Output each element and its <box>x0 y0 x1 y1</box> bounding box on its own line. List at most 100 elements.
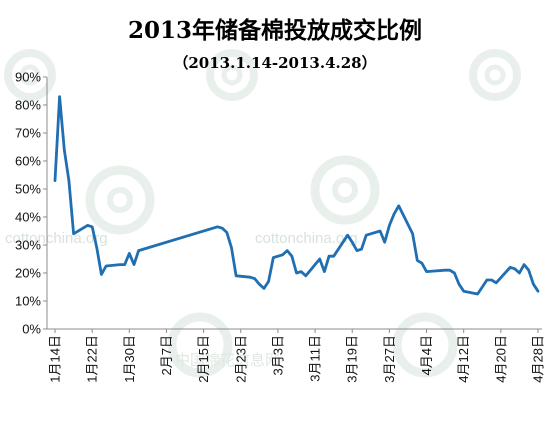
y-tick-label: 10% <box>15 294 41 309</box>
data-point <box>462 290 465 293</box>
data-point <box>263 287 265 290</box>
x-tick-label: 3月11日 <box>308 335 323 382</box>
data-point <box>68 179 70 182</box>
data-point <box>91 225 94 228</box>
data-point <box>295 272 298 274</box>
data-point <box>133 263 135 266</box>
data-point <box>249 276 252 279</box>
y-tick-label: 90% <box>15 70 41 85</box>
y-tick-label: 30% <box>15 238 41 253</box>
data-point <box>523 263 525 266</box>
chart-title: 2013年储备棉投放成交比例 <box>128 17 422 44</box>
data-point <box>365 234 368 237</box>
data-point <box>58 95 61 98</box>
data-point <box>486 279 488 281</box>
data-point <box>356 249 358 252</box>
data-point <box>444 269 446 272</box>
y-tick-label: 80% <box>15 98 41 113</box>
data-point <box>411 232 414 235</box>
data-point <box>383 241 386 244</box>
data-point <box>513 267 516 270</box>
watermark: cottonchina.org cottonchina.org 中国棉花信息网 <box>4 49 521 378</box>
y-tick-label: 50% <box>15 182 41 197</box>
data-point <box>453 272 456 274</box>
x-tick-label: 2月23日 <box>233 335 248 383</box>
data-point <box>397 204 400 207</box>
data-point <box>63 148 66 151</box>
data-point <box>123 263 126 266</box>
data-point <box>105 265 107 267</box>
data-point <box>458 283 460 286</box>
x-tick-label: 4月4日 <box>419 335 434 375</box>
data-point <box>328 255 330 258</box>
x-tick-label: 3月19日 <box>345 335 360 383</box>
data-point <box>119 263 121 266</box>
x-tick-label: 3月27日 <box>382 335 397 383</box>
data-point <box>95 246 98 249</box>
chart-subtitle: （2013.1.14-2013.4.28） <box>173 54 376 72</box>
data-point <box>272 256 275 259</box>
data-point <box>291 255 293 258</box>
data-point <box>286 249 289 252</box>
data-point <box>128 252 131 255</box>
data-point <box>518 272 521 274</box>
data-point <box>72 232 75 235</box>
data-point <box>532 283 535 286</box>
data-point <box>537 290 539 293</box>
data-point <box>388 224 391 227</box>
data-point <box>235 274 238 277</box>
data-point <box>137 249 140 252</box>
data-point <box>323 270 326 273</box>
data-point <box>332 255 335 258</box>
data-point <box>225 231 228 234</box>
data-point <box>527 269 530 272</box>
data-point <box>318 258 321 260</box>
watermark-text-1: cottonchina.org <box>5 230 108 247</box>
data-point <box>221 227 224 230</box>
data-point <box>281 253 284 256</box>
data-point <box>360 248 363 251</box>
x-tick-label: 4月28日 <box>531 335 546 383</box>
x-tick-label: 3月3日 <box>270 335 285 375</box>
data-point <box>490 279 493 281</box>
data-point <box>351 241 354 244</box>
data-point <box>300 270 302 273</box>
x-tick-label: 4月12日 <box>456 335 471 383</box>
y-tick-label: 40% <box>15 210 41 225</box>
data-point <box>230 246 233 249</box>
data-point <box>476 293 479 295</box>
y-tick-label: 70% <box>15 126 41 141</box>
x-tick-label: 2月7日 <box>159 335 174 375</box>
data-point <box>54 179 56 182</box>
series-layer <box>53 95 540 296</box>
data-point <box>495 281 498 284</box>
data-point <box>346 234 349 237</box>
data-point <box>379 230 381 232</box>
data-point <box>304 274 307 277</box>
watermark-text-3: 中国棉花信息网 <box>175 351 280 369</box>
y-tick-label: 0% <box>22 322 41 337</box>
watermark-text-2: cottonchina.org <box>255 230 358 247</box>
x-tick-label: 2月15日 <box>196 335 211 383</box>
data-point <box>393 213 395 216</box>
x-tick-label: 1月14日 <box>48 335 63 383</box>
x-tick-label: 1月30日 <box>122 335 137 383</box>
x-axis: 1月14日 1月22日 1月30日 2月7日 2月15日 2月23日 3月3日 3月11日 3月… <box>47 328 546 383</box>
x-tick-label: 1月22日 <box>85 335 100 383</box>
data-point <box>416 259 419 262</box>
y-tick-label: 20% <box>15 266 41 281</box>
data-point <box>86 224 89 227</box>
data-point <box>425 270 428 273</box>
data-point <box>100 273 103 276</box>
data-point <box>481 286 484 288</box>
x-tick-label: 4月20日 <box>493 335 508 383</box>
data-point <box>421 262 423 265</box>
data-point <box>216 225 219 228</box>
data-point <box>258 283 261 286</box>
data-point <box>253 277 256 280</box>
y-tick-label: 60% <box>15 154 41 169</box>
data-point <box>509 266 511 269</box>
data-point <box>448 269 451 272</box>
data-point <box>267 280 270 283</box>
